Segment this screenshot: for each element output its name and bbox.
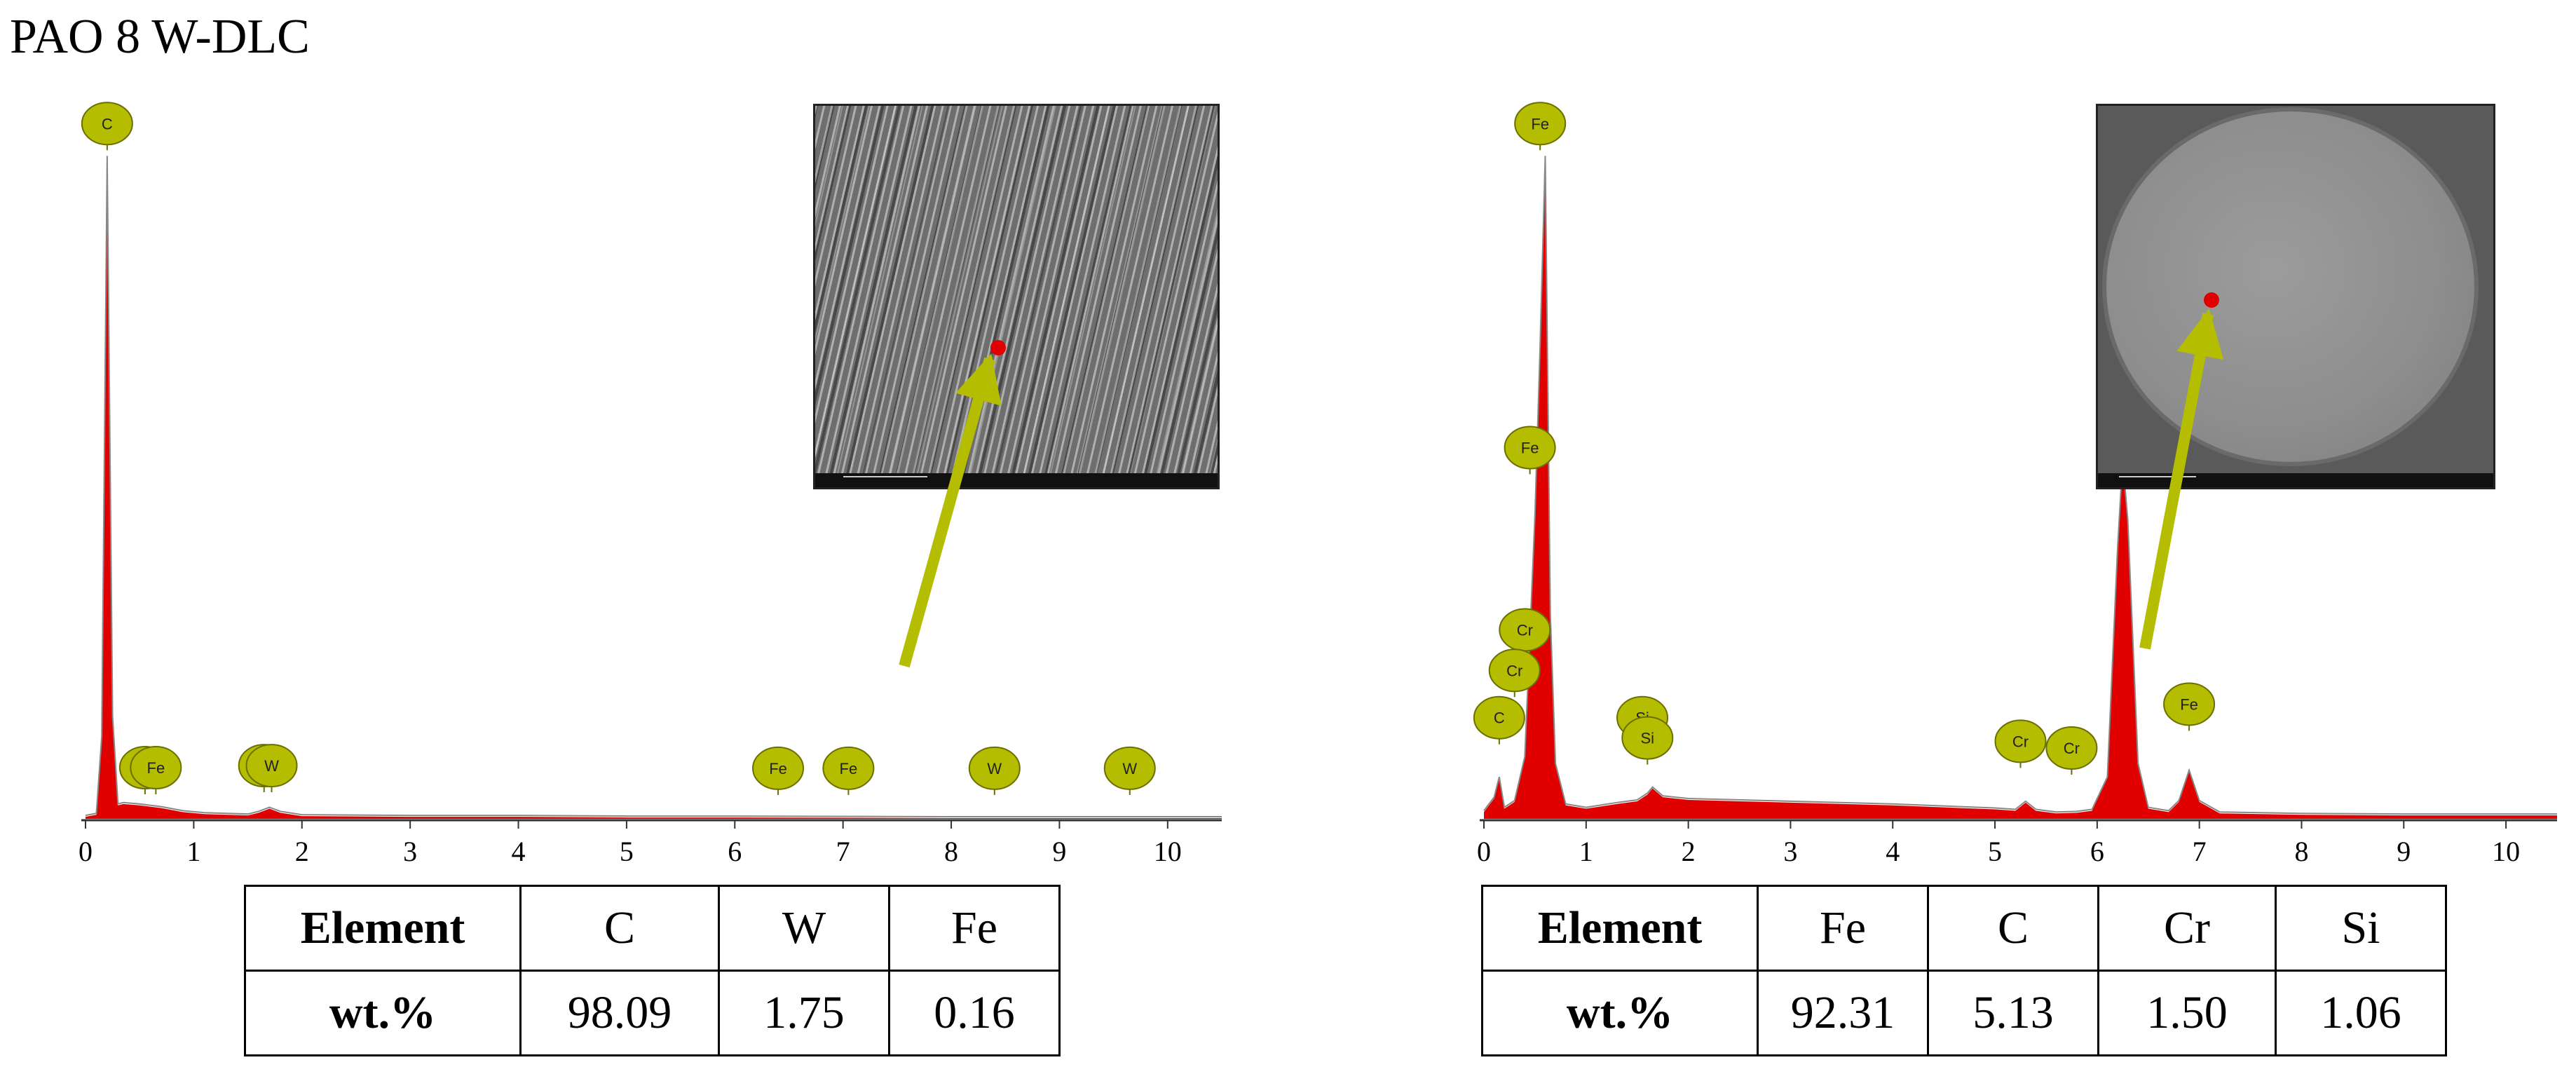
- peak-marker: [752, 746, 805, 790]
- peak-marker-label: Cr: [1517, 622, 1533, 639]
- table-header-cell: C: [519, 885, 720, 972]
- figure-title: PAO 8 W-DLC: [10, 10, 310, 64]
- x-tick-label: 4: [1886, 836, 1900, 867]
- right-inset-scalebar: [2098, 473, 2493, 487]
- right-composition-table-wrap: Element Fe C Cr Si wt.% 92.31 5.13 1.50 …: [1481, 885, 2447, 1056]
- peak-marker-label: C: [102, 115, 113, 132]
- left-composition-table-wrap: Element C W Fe wt.% 98.09 1.75 0.16: [244, 885, 1061, 1056]
- peak-marker: [2045, 726, 2098, 770]
- x-tick-label: 0: [1477, 836, 1491, 867]
- x-tick-label: 6: [2090, 836, 2104, 867]
- left-spectrum-chart: 012345678910CFeFeWWFeFeWW: [79, 102, 1222, 867]
- x-tick-label: 7: [2193, 836, 2207, 867]
- peak-marker: [1514, 102, 1567, 146]
- left-panel: 012345678910CFeFeWWFeFeWW Element C W Fe…: [0, 0, 1262, 1074]
- spectrum-outline: [1483, 156, 2557, 815]
- table-cell: 1.06: [2275, 970, 2447, 1056]
- x-tick-label: 10: [1154, 836, 1182, 867]
- x-tick-label: 9: [1052, 836, 1066, 867]
- table-header-cell: Fe: [888, 885, 1061, 972]
- peak-marker: [1621, 716, 1674, 760]
- x-tick-label: 2: [1682, 836, 1696, 867]
- peak-marker-label: Fe: [769, 760, 787, 777]
- table-row-label: wt.%: [244, 970, 522, 1056]
- peak-marker-label: Fe: [840, 760, 858, 777]
- table-header-cell: W: [718, 885, 890, 972]
- x-tick-label: 0: [79, 836, 93, 867]
- table-header-cell: Cr: [2097, 885, 2277, 972]
- table-header-cell: C: [1927, 885, 2099, 972]
- peak-marker-label: Si: [1641, 730, 1655, 747]
- peak-marker-label: Cr: [1506, 662, 1522, 679]
- peak-marker-label: Fe: [2180, 695, 2198, 713]
- x-tick-label: 9: [2397, 836, 2411, 867]
- peak-marker: [1103, 746, 1156, 790]
- peak-marker-label: Cr: [2012, 733, 2029, 750]
- right-panel: 012345678910FeFeCrCrCSiSiCrCrFeFe Elemen…: [1332, 0, 2576, 1074]
- x-tick-label: 1: [1579, 836, 1593, 867]
- table-row: wt.% 98.09 1.75 0.16: [244, 970, 1061, 1056]
- spectrum-outline: [85, 156, 1222, 818]
- x-tick-label: 7: [836, 836, 850, 867]
- right-spectrum-chart: 012345678910FeFeCrCrCSiSiCrCrFeFe: [1473, 102, 2557, 867]
- peak-marker-label: W: [987, 760, 1002, 777]
- x-tick-label: 2: [295, 836, 309, 867]
- peak-marker: [822, 746, 875, 790]
- x-tick-label: 1: [186, 836, 200, 867]
- table-header-row: Element C W Fe: [244, 885, 1061, 972]
- peak-marker: [245, 744, 298, 788]
- peak-marker-label: C: [1494, 709, 1505, 727]
- peak-marker: [81, 102, 133, 146]
- left-sem-inset: [813, 104, 1220, 489]
- peak-marker-label: Fe: [147, 759, 165, 777]
- x-tick-label: 6: [728, 836, 742, 867]
- left-composition-table: Element C W Fe wt.% 98.09 1.75 0.16: [244, 885, 1061, 1056]
- table-header-row: Element Fe C Cr Si: [1481, 885, 2447, 972]
- table-cell: 5.13: [1927, 970, 2099, 1056]
- peak-marker-label: Cr: [2064, 740, 2080, 757]
- right-inset-disc: [2106, 111, 2474, 462]
- table-header-cell: Si: [2275, 885, 2447, 972]
- peak-marker: [1473, 695, 1525, 740]
- table-cell: 98.09: [519, 970, 720, 1056]
- table-cell: 1.75: [718, 970, 890, 1056]
- peak-marker-label: Fe: [1521, 440, 1539, 457]
- peak-marker-label: Fe: [1531, 115, 1549, 132]
- table-header-cell: Element: [244, 885, 522, 972]
- peak-marker-label: W: [1122, 760, 1137, 777]
- right-sem-inset: [2096, 104, 2495, 489]
- x-tick-label: 8: [2294, 836, 2308, 867]
- x-tick-label: 10: [2492, 836, 2520, 867]
- x-tick-label: 4: [512, 836, 526, 867]
- table-cell: 92.31: [1757, 970, 1929, 1056]
- x-tick-label: 3: [1783, 836, 1797, 867]
- table-cell: 1.50: [2097, 970, 2277, 1056]
- peak-marker: [1504, 426, 1556, 470]
- table-header-cell: Fe: [1757, 885, 1929, 972]
- table-cell: 0.16: [888, 970, 1061, 1056]
- peak-marker: [130, 745, 182, 789]
- right-composition-table: Element Fe C Cr Si wt.% 92.31 5.13 1.50 …: [1481, 885, 2447, 1056]
- x-tick-label: 5: [620, 836, 634, 867]
- left-inset-scalebar: [815, 473, 1218, 487]
- peak-marker: [2163, 682, 2216, 726]
- peak-marker: [968, 746, 1021, 790]
- table-row: wt.% 92.31 5.13 1.50 1.06: [1481, 970, 2447, 1056]
- peak-marker-label: W: [264, 757, 279, 775]
- peak-marker: [1994, 719, 2047, 763]
- peak-marker: [1488, 648, 1541, 693]
- table-header-cell: Element: [1481, 885, 1759, 972]
- table-row-label: wt.%: [1481, 970, 1759, 1056]
- x-tick-label: 5: [1988, 836, 2002, 867]
- x-tick-label: 3: [403, 836, 417, 867]
- x-tick-label: 8: [944, 836, 958, 867]
